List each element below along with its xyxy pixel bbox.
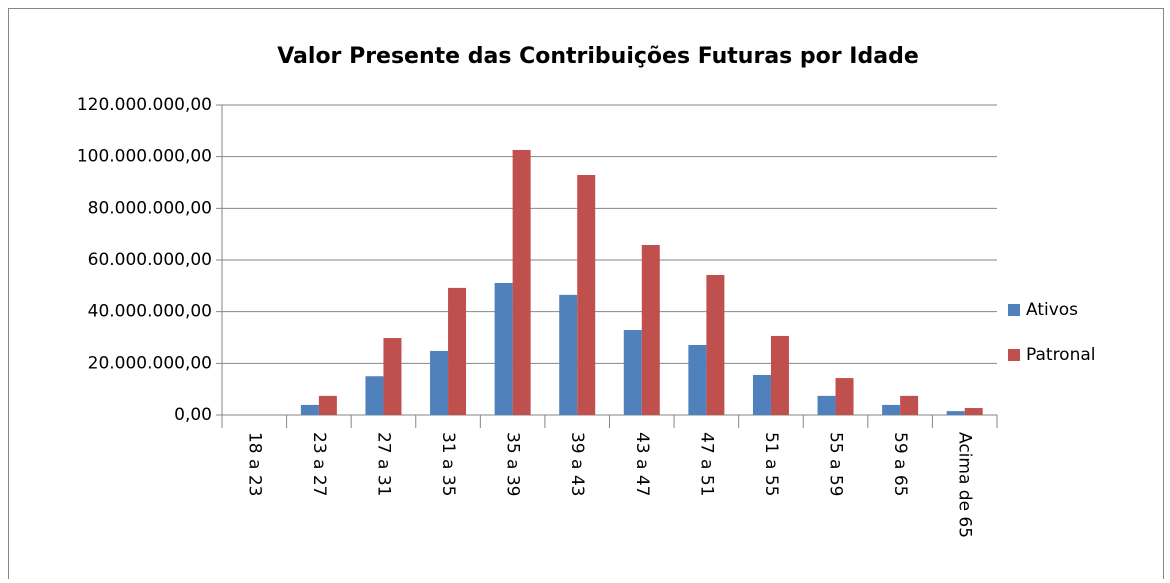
x-tick-label: 43 a 47 [632, 432, 652, 497]
bar [900, 395, 919, 415]
x-tick-label: 18 a 23 [244, 432, 264, 497]
y-tick-label: 120.000.000,00 [77, 95, 212, 115]
bar [577, 175, 596, 415]
bar [688, 344, 707, 415]
bar [623, 330, 642, 415]
bar [430, 350, 449, 415]
x-tick-label: 27 a 31 [373, 432, 393, 497]
bar [559, 294, 578, 415]
bar [448, 287, 467, 415]
bar [752, 374, 771, 415]
y-tick-label: 80.000.000,00 [88, 198, 212, 218]
bar [365, 376, 384, 415]
legend-swatch [1008, 349, 1020, 361]
x-tick-label: 47 a 51 [696, 432, 716, 497]
bar [946, 411, 965, 415]
y-tick-label: 100.000.000,00 [77, 147, 212, 167]
bar [817, 395, 836, 415]
y-tick-label: 60.000.000,00 [88, 250, 212, 270]
y-tick-label: 40.000.000,00 [88, 302, 212, 322]
bar [770, 335, 789, 415]
y-tick-label: 0,00 [174, 405, 212, 425]
bar [964, 408, 983, 415]
x-tick-label: 59 a 65 [890, 432, 910, 497]
x-tick-label: 35 a 39 [503, 432, 523, 497]
legend-label: Patronal [1026, 345, 1096, 365]
x-tick-label: Acima de 65 [955, 432, 975, 538]
x-tick-label: 23 a 27 [309, 432, 329, 497]
bar [318, 395, 337, 415]
x-tick-label: 31 a 35 [438, 432, 458, 496]
bar [300, 404, 319, 415]
bar [706, 274, 725, 415]
y-tick-label: 20.000.000,00 [88, 353, 212, 373]
x-tick-label: 55 a 59 [826, 432, 846, 497]
bar [835, 378, 854, 415]
bar [512, 149, 531, 415]
bar [641, 245, 660, 415]
x-tick-label: 51 a 55 [761, 432, 781, 497]
legend-swatch [1008, 304, 1020, 316]
legend-label: Ativos [1026, 300, 1078, 320]
bar [494, 282, 513, 415]
bar [383, 338, 402, 415]
chart-title: Valor Presente das Contribuições Futuras… [277, 44, 919, 69]
x-tick-label: 39 a 43 [567, 432, 587, 497]
bar [882, 404, 901, 415]
